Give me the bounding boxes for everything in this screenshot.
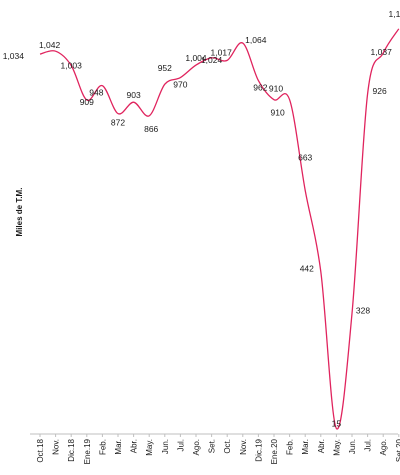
y-axis-label: Miles de T.M. xyxy=(15,188,24,237)
x-tick-label: Set. xyxy=(208,439,217,453)
x-tick-label: Dic.19 xyxy=(254,438,263,461)
x-tick-label: Jul. xyxy=(364,439,373,451)
x-tick-label: May. xyxy=(332,439,341,456)
data-label: 948 xyxy=(89,88,103,98)
x-tick-label: Ago. xyxy=(379,439,388,455)
data-label: 926 xyxy=(373,86,387,96)
x-tick-label: Jun. xyxy=(161,439,170,454)
data-point xyxy=(366,93,368,95)
data-point xyxy=(132,101,134,103)
data-label: 1,037 xyxy=(371,47,393,57)
data-label: 442 xyxy=(300,264,314,274)
data-label: 903 xyxy=(127,90,141,100)
x-tick-label: Jun. xyxy=(348,439,357,454)
data-label: 328 xyxy=(356,306,370,316)
x-tick-label: Oct.18 xyxy=(36,438,45,462)
data-label: 663 xyxy=(298,152,312,162)
data-point xyxy=(304,189,306,191)
data-label: 872 xyxy=(111,118,125,128)
data-label: 1,004 xyxy=(185,53,207,63)
data-point xyxy=(288,99,290,101)
data-point xyxy=(320,270,322,272)
x-tick-label: Nov. xyxy=(52,439,61,455)
data-point xyxy=(164,83,166,85)
data-label: 962 xyxy=(253,83,267,93)
data-point xyxy=(54,50,56,52)
x-tick-label: Dic.18 xyxy=(67,438,76,461)
data-label: 866 xyxy=(144,124,158,134)
data-point xyxy=(242,42,244,44)
data-label: 1,024 xyxy=(201,55,223,65)
data-label: 970 xyxy=(173,80,187,90)
x-tick-label: Ene.20 xyxy=(270,438,279,464)
x-tick-label: Abr. xyxy=(317,439,326,453)
data-point xyxy=(101,85,103,87)
data-point xyxy=(148,115,150,117)
data-label: 1,017 xyxy=(211,47,233,57)
data-point xyxy=(117,112,119,114)
x-tick-label: May. xyxy=(145,439,154,456)
x-tick-label: Set.20 xyxy=(395,438,400,462)
data-point xyxy=(226,59,228,61)
x-tick-label: Ene.19 xyxy=(83,438,92,464)
data-label: 909 xyxy=(80,97,94,107)
x-tick-label: Jul. xyxy=(176,439,185,451)
data-point xyxy=(257,79,259,81)
series-line xyxy=(39,28,400,430)
data-point xyxy=(351,312,353,314)
data-label: 910 xyxy=(271,108,285,118)
data-label: 1,10 xyxy=(389,9,400,19)
data-label: 910 xyxy=(269,84,283,94)
x-tick-label: Feb. xyxy=(98,439,107,455)
data-point xyxy=(179,76,181,78)
x-tick-label: Oct. xyxy=(223,439,232,454)
x-tick-label: Feb. xyxy=(286,439,295,455)
data-point xyxy=(273,99,275,101)
series-line-group xyxy=(39,28,400,430)
x-tick-label: Mar. xyxy=(114,439,123,455)
x-tick-label: Mar. xyxy=(301,439,310,455)
data-label: 1,034 xyxy=(3,51,25,61)
data-label: 1,042 xyxy=(39,40,61,50)
x-tick-label: Ago. xyxy=(192,439,201,455)
data-point xyxy=(195,64,197,66)
data-label: 952 xyxy=(158,63,172,73)
x-tick-label: Abr. xyxy=(130,439,139,453)
data-label: 1,003 xyxy=(61,61,83,71)
data-label: 1,064 xyxy=(245,35,267,45)
x-tick-label: Nov. xyxy=(239,439,248,455)
data-point xyxy=(39,53,41,55)
x-ticks: Oct.18 Nov. Dic.18 Ene.19 Feb. Mar. Abr. May. Ju… xyxy=(36,434,400,464)
data-label: 15 xyxy=(332,419,342,429)
